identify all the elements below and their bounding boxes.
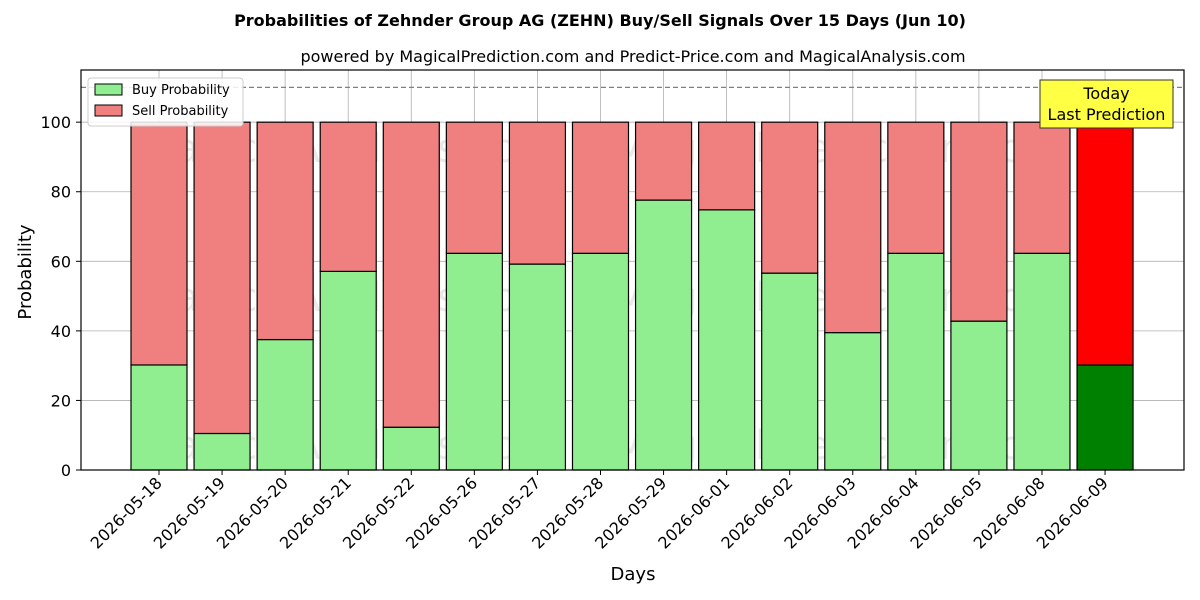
buy-bar: [950, 320, 1008, 471]
legend-label-buy: Buy Probability: [132, 83, 230, 98]
buy-bar: [193, 432, 251, 471]
buy-bar: [382, 426, 440, 471]
legend-swatch-buy: [94, 83, 123, 96]
sell-bar: [698, 121, 756, 211]
y-axis-label: Probability: [15, 224, 36, 319]
sell-bar: [571, 121, 630, 254]
sell-bar: [130, 121, 188, 366]
axes: [76, 69, 1185, 475]
sell-bar: [761, 121, 819, 274]
y-tick-label: 100: [40, 113, 71, 132]
buy-bar: [1013, 252, 1071, 471]
sell-bar: [634, 121, 693, 201]
legend-label-sell: Sell Probability: [132, 104, 229, 119]
sell-bar: [193, 121, 251, 435]
y-tick-label: 0: [61, 461, 71, 480]
sell-bar: [824, 121, 882, 334]
buy-bar: [698, 209, 756, 471]
legend: Buy Probability Sell Probability: [87, 77, 244, 127]
y-tick-label: 40: [51, 322, 71, 341]
sell-bar: [319, 121, 377, 272]
buy-bar: [761, 272, 819, 471]
buy-bar: [445, 252, 503, 471]
buy-bar: [571, 252, 630, 471]
buy-bar: [508, 263, 567, 471]
bars: [81, 86, 1184, 471]
x-axis-label: Days: [611, 564, 656, 585]
sell-bar: [445, 121, 503, 254]
sell-bar: [1013, 121, 1071, 254]
sell-bar: [950, 121, 1008, 322]
today-annotation: Today Last Prediction: [1039, 79, 1174, 129]
plot-frame: [80, 69, 1185, 471]
annotation-line-1: Today: [1082, 84, 1129, 103]
legend-swatch-sell: [94, 104, 123, 117]
buy-bar: [256, 338, 314, 471]
y-tick-label: 60: [51, 252, 71, 271]
y-tick-label: 20: [51, 391, 71, 410]
buy-bar: [319, 270, 377, 471]
sell-bar: [256, 121, 314, 341]
sell-bar: [508, 121, 567, 265]
buy-bar: [1076, 364, 1134, 471]
sell-bar: [887, 121, 945, 254]
buy-bar: [824, 332, 882, 471]
annotation-line-2: Last Prediction: [1048, 105, 1166, 124]
buy-bar: [634, 199, 693, 471]
buy-bar: [130, 364, 188, 471]
legend-box: [87, 77, 244, 127]
sell-bar: [382, 121, 440, 428]
sell-bar: [1076, 121, 1134, 366]
y-tick-label: 80: [51, 183, 71, 202]
chart-title: Probabilities of Zehnder Group AG (ZEHN)…: [234, 11, 966, 30]
annotation-box: [1039, 79, 1174, 129]
buy-bar: [887, 252, 945, 471]
chart-subtitle: powered by MagicalPrediction.com and Pre…: [300, 47, 965, 66]
